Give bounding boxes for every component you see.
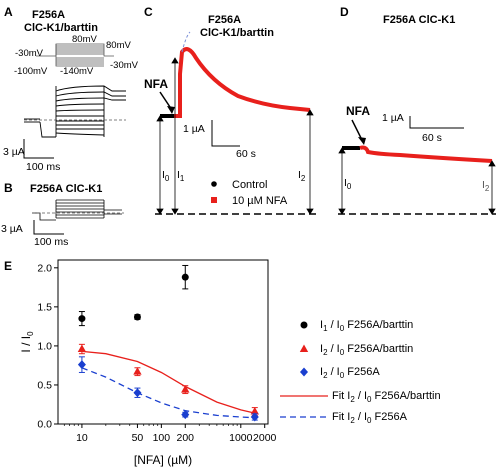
data-point: [181, 385, 190, 393]
scale-current-b: 3 µA: [1, 223, 23, 235]
data-point: [77, 344, 87, 353]
panel-b: B F256A ClC-K1 3 µA 100 ms: [1, 181, 124, 248]
legend-label-nfa: 10 µM NFA: [232, 195, 288, 207]
protocol-bottom-voltage-2: -140mV: [60, 66, 94, 77]
legend-label: I2 / I0 F256A/barttin: [320, 343, 413, 357]
x-axis-label: [NFA] (µM): [134, 453, 192, 467]
panel-letter-a: A: [4, 5, 13, 19]
panel-a-title-line1: F256A: [32, 9, 65, 21]
panel-letter-b: B: [4, 181, 13, 195]
nfa-label-d: NFA: [346, 104, 370, 118]
x-tick-label: 200: [177, 432, 195, 444]
legend-label: Fit I2 / I0 F256A/barttin: [332, 390, 441, 404]
x-tick-label: 100: [153, 432, 171, 444]
fit-extrapolation-c: [181, 31, 191, 53]
i2-label-d: I2: [482, 179, 490, 193]
scale-current-d: 1 µA: [382, 112, 404, 124]
protocol-hold-voltage-right: -30mV: [110, 60, 139, 71]
current-arrows-d: [338, 147, 496, 215]
nfa-trace-c: [174, 47, 311, 118]
panel-d: D F256A ClC-K1 NFA 1 µA 60 s I0 I2: [338, 5, 496, 215]
protocol-hold-voltage-left: -30mV: [15, 48, 44, 59]
legend-marker: [300, 367, 308, 377]
scale-bar-b: [33, 220, 64, 235]
i2-label-c: I2: [298, 169, 306, 183]
current-arrows-c: [156, 57, 314, 215]
fit-line: [81, 350, 255, 414]
dose-response-legend: I1 / I0 F256A/barttin I2 / I0 F256A/bartt…: [280, 319, 441, 425]
x-tick-label: 10: [76, 432, 88, 444]
panel-d-title: F256A ClC-K1: [383, 14, 455, 26]
data-point: [78, 315, 86, 323]
dose-response-plot: 0.0 0.5 1.0 1.5 2.0 10 50 100 200 1000 2000 [NFA] (…: [19, 259, 277, 467]
voltage-protocol: [36, 43, 114, 67]
data-point: [181, 273, 189, 281]
panel-a-title-line2: ClC-K1/barttin: [24, 22, 98, 34]
data-point: [181, 410, 190, 420]
plot-frame: [57, 259, 269, 425]
x-tick-label: 1000: [229, 432, 253, 444]
x-tick-label: 2000: [253, 432, 277, 444]
y-tick-label: 0.0: [37, 419, 52, 431]
panel-c-title-line2: ClC-K1/barttin: [200, 27, 274, 39]
scale-time-c: 60 s: [236, 148, 256, 160]
i0-label-d: I0: [344, 177, 352, 191]
i0-label-c: I0: [162, 169, 170, 183]
legend-label: I1 / I0 F256A/barttin: [320, 319, 413, 333]
scale-bar-d: [409, 116, 464, 129]
panel-b-title: F256A ClC-K1: [30, 183, 102, 195]
y-axis-label: I / I0: [19, 331, 35, 353]
scale-current-a: 3 µA: [3, 146, 25, 158]
legend-label: Fit I2 / I0 F256A: [332, 411, 408, 425]
y-tick-label: 2.0: [37, 262, 52, 274]
x-tick-label: 50: [132, 432, 144, 444]
protocol-bottom-voltage: -100mV: [14, 66, 48, 77]
legend-marker: [300, 321, 308, 329]
data-point: [133, 388, 142, 398]
legend-marker-nfa: [211, 197, 217, 203]
scale-time-b: 100 ms: [34, 236, 68, 248]
protocol-top-voltage-right: 80mV: [106, 40, 131, 51]
data-point: [133, 367, 142, 375]
scale-time-d: 60 s: [422, 132, 442, 144]
data-point: [250, 407, 259, 415]
panel-c: C F256A ClC-K1/barttin NFA 1 µA 60 s I0 …: [144, 5, 318, 215]
legend-label: I2 / I0 F256A: [320, 366, 380, 380]
panel-c-title-line1: F256A: [208, 14, 241, 26]
legend-marker: [299, 344, 309, 352]
panel-letter-e: E: [4, 259, 12, 273]
fit-line: [81, 367, 255, 419]
nfa-label-c: NFA: [144, 77, 168, 91]
data-point: [77, 360, 86, 370]
nfa-trace-d: [359, 145, 493, 163]
legend-marker-control: [211, 181, 217, 187]
nfa-arrowhead-d: [358, 137, 366, 145]
panel-e: E 0.0 0.5 1.0 1.5 2.0 10 50 100 200 1000 2000 [NFA]…: [4, 259, 441, 467]
current-traces-b: [32, 199, 122, 221]
i1-label-c: I1: [177, 169, 185, 183]
panel-letter-d: D: [340, 5, 349, 19]
legend-label-control: Control: [232, 179, 267, 191]
panel-letter-c: C: [144, 5, 153, 19]
current-traces-a: [24, 85, 126, 138]
scale-time-a: 100 ms: [26, 161, 60, 173]
data-point: [133, 313, 141, 321]
scale-current-c: 1 µA: [183, 123, 205, 135]
nfa-arrowhead-c: [167, 106, 175, 114]
y-tick-label: 1.0: [37, 340, 52, 352]
panel-a: A F256A ClC-K1/barttin -30mV 80mV 80mV -…: [3, 5, 139, 173]
data-point: [250, 412, 259, 422]
y-tick-label: 1.5: [37, 301, 52, 313]
y-tick-label: 0.5: [37, 379, 52, 391]
protocol-top-voltage: 80mV: [72, 34, 97, 45]
nfa-arrow-d: [351, 119, 363, 141]
scale-bar-a: [23, 139, 54, 159]
scale-bar-c: [211, 120, 240, 147]
